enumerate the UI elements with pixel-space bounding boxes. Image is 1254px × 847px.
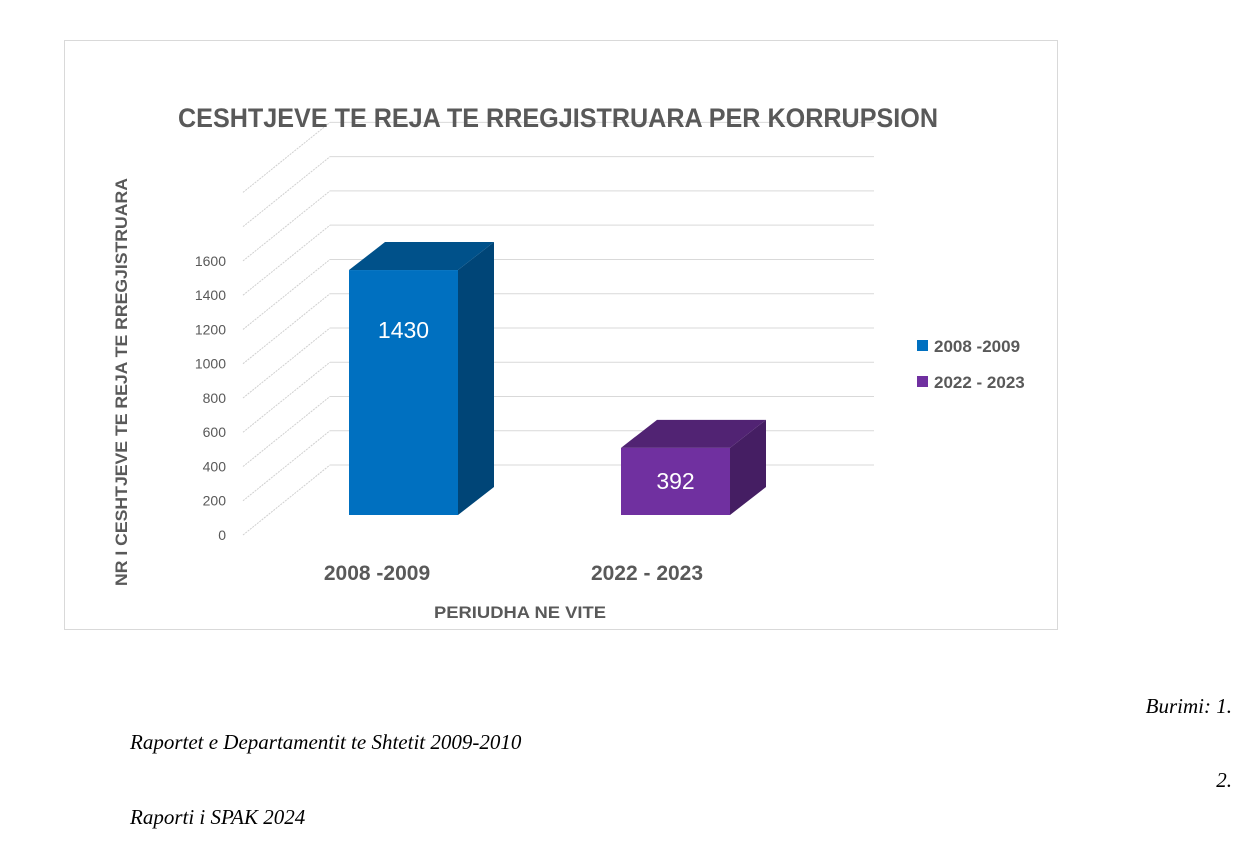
gridline-diagonal	[242, 190, 331, 262]
data-label-0: 1430	[378, 317, 429, 343]
x-tick-label-0: 2008 -2009	[324, 562, 430, 585]
gridline-diagonal	[242, 396, 331, 467]
bar-0	[349, 242, 494, 515]
gridline-diagonal	[242, 361, 331, 433]
legend-label-1: 2022 - 2023	[934, 373, 1025, 392]
data-labels: 1430 392	[378, 317, 695, 494]
bar-front-face	[621, 447, 730, 515]
y-tick-label: 400	[203, 458, 227, 474]
y-tick-label: 200	[203, 493, 227, 509]
data-label-1: 392	[656, 468, 694, 494]
gridline-diagonal	[242, 464, 331, 536]
legend-swatch-0	[917, 340, 928, 351]
gridline-diagonal	[242, 224, 331, 296]
source-item-1: Raportet e Departamentit te Shtetit 2009…	[130, 730, 522, 754]
bar-side-face	[730, 419, 766, 515]
bars	[349, 242, 766, 515]
source-label: Burimi: 1.	[1145, 694, 1232, 718]
x-axis-title: PERIUDHA NE VITE	[434, 603, 606, 622]
y-tick-label: 600	[203, 424, 227, 440]
y-axis-ticks: 0 200 400 600 800 1000 1200 1400 1600	[195, 253, 226, 543]
y-axis-title: NR I CESHTJEVE TE REJA TE RREGJISTRUARA	[112, 178, 131, 586]
source-number-2: 2.	[1216, 768, 1232, 792]
gridline-diagonal	[242, 293, 331, 365]
y-tick-label: 1000	[195, 356, 226, 372]
bar-top-face	[621, 419, 766, 448]
legend-swatch-1	[917, 376, 928, 387]
bar-front-face	[349, 270, 458, 515]
legend-label-0: 2008 -2009	[934, 337, 1020, 356]
y-tick-label: 1600	[195, 253, 226, 269]
chart-frame	[64, 40, 1058, 630]
gridline-diagonal	[242, 259, 331, 330]
gridline-diagonal	[242, 430, 331, 502]
x-tick-label-1: 2022 - 2023	[591, 562, 703, 585]
gridline-diagonal	[242, 327, 331, 399]
bar-side-face	[458, 242, 494, 515]
gridline-diagonal	[242, 156, 331, 228]
y-tick-label: 0	[218, 527, 226, 543]
legend: 2008 -2009 2022 - 2023	[917, 337, 1025, 392]
gridlines	[242, 121, 874, 536]
y-tick-label: 1200	[195, 321, 226, 337]
source-item-2: Raporti i SPAK 2024	[130, 805, 306, 829]
y-tick-label: 800	[203, 390, 227, 406]
bar-top-face	[349, 242, 494, 271]
gridline-diagonal	[242, 122, 331, 193]
chart-svg: 0 200 400 600 800 1000 1200 1400 1600 1430 392 CE…	[112, 103, 1025, 622]
chart-title: CESHTJEVE TE REJA TE RREGJISTRUARA PER K…	[178, 103, 938, 133]
bar-1	[621, 419, 766, 515]
y-tick-label: 1400	[195, 287, 226, 303]
